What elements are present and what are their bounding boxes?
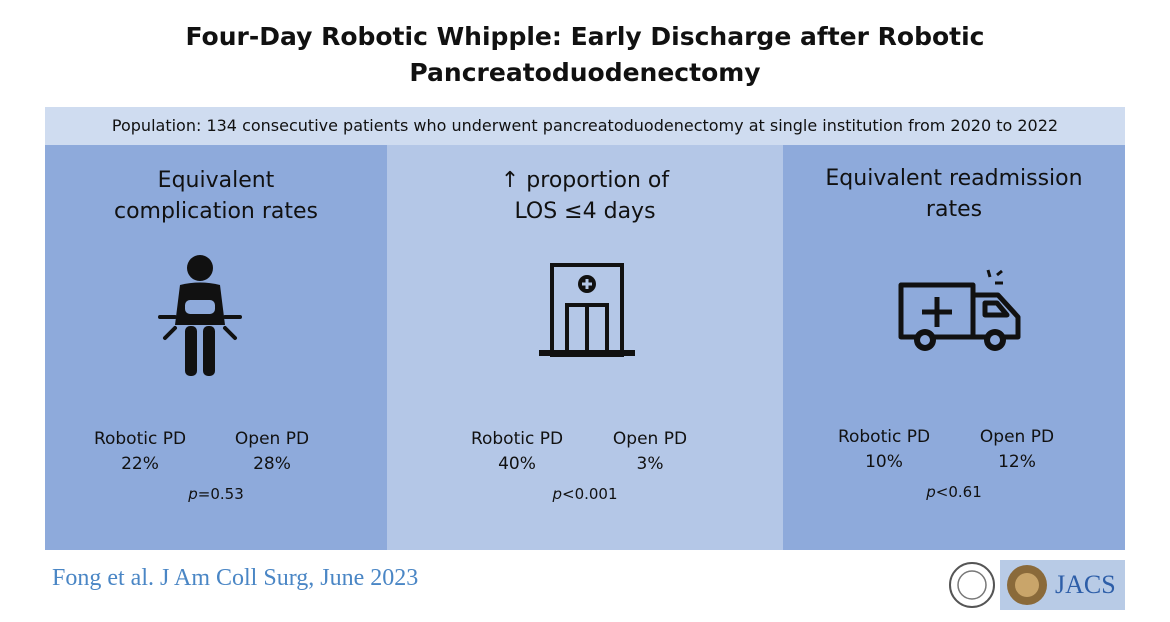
heading-line: complication rates xyxy=(113,199,319,224)
heading-line: ↑ proportion of xyxy=(500,168,670,193)
p-value: p<0.61 xyxy=(783,483,1125,501)
p-symbol: p xyxy=(926,483,936,501)
group-label: Open PD xyxy=(979,427,1055,447)
group: Open PD 3% xyxy=(590,427,710,477)
group-value: 12% xyxy=(998,452,1036,472)
p-value: p=0.53 xyxy=(45,485,387,503)
p-symbol: p xyxy=(552,485,562,503)
group-label: Open PD xyxy=(612,429,688,449)
p-text: =0.53 xyxy=(197,485,244,503)
group: Robotic PD 10% xyxy=(824,425,944,475)
group: Open PD 28% xyxy=(212,427,332,477)
group-value: 40% xyxy=(498,454,536,474)
p-symbol: p xyxy=(188,485,198,503)
group-value: 10% xyxy=(865,452,903,472)
group-value: 28% xyxy=(253,454,291,474)
heading-line: Equivalent readmission xyxy=(825,166,1083,191)
journal-logo: JACS xyxy=(1000,560,1125,610)
panel: Equivalent readmission rates Robotic PD 10… xyxy=(783,145,1125,550)
p-text: <0.001 xyxy=(562,485,618,503)
panel-heading: ↑ proportion of LOS ≤4 days xyxy=(387,165,783,227)
heading-line: LOS ≤4 days xyxy=(514,199,656,224)
heading-line: rates xyxy=(925,197,983,222)
group-label: Open PD xyxy=(234,429,310,449)
citation: Fong et al. J Am Coll Surg, June 2023 xyxy=(52,565,419,591)
group: Open PD 12% xyxy=(957,425,1077,475)
title-line: Four-Day Robotic Whipple: Early Discharg… xyxy=(185,22,985,51)
group-label: Robotic PD xyxy=(837,427,931,447)
p-text: <0.61 xyxy=(935,483,982,501)
logo-text: JACS xyxy=(1055,570,1116,599)
panel: ↑ proportion of LOS ≤4 days Robotic PD 40%… xyxy=(387,145,783,550)
pain-icon xyxy=(158,255,242,376)
journal-seal xyxy=(1007,565,1047,605)
hospital-icon xyxy=(539,263,635,357)
group-value: 3% xyxy=(636,454,664,474)
group-value: 22% xyxy=(121,454,159,474)
title-line: Pancreatoduodenectomy xyxy=(409,58,761,87)
group-label: Robotic PD xyxy=(470,429,564,449)
population-band: Population: 134 consecutive patients who… xyxy=(45,107,1125,145)
ambulance-icon xyxy=(898,269,1021,351)
panel: Equivalent complication rates Robotic PD 2… xyxy=(45,145,387,550)
panel-heading: Equivalent readmission rates xyxy=(783,163,1125,225)
society-seal xyxy=(949,562,995,608)
group-label: Robotic PD xyxy=(93,429,187,449)
group: Robotic PD 40% xyxy=(457,427,577,477)
p-value: p<0.001 xyxy=(387,485,783,503)
heading-line: Equivalent xyxy=(157,168,275,193)
panel-heading: Equivalent complication rates xyxy=(45,165,387,227)
group: Robotic PD 22% xyxy=(80,427,200,477)
